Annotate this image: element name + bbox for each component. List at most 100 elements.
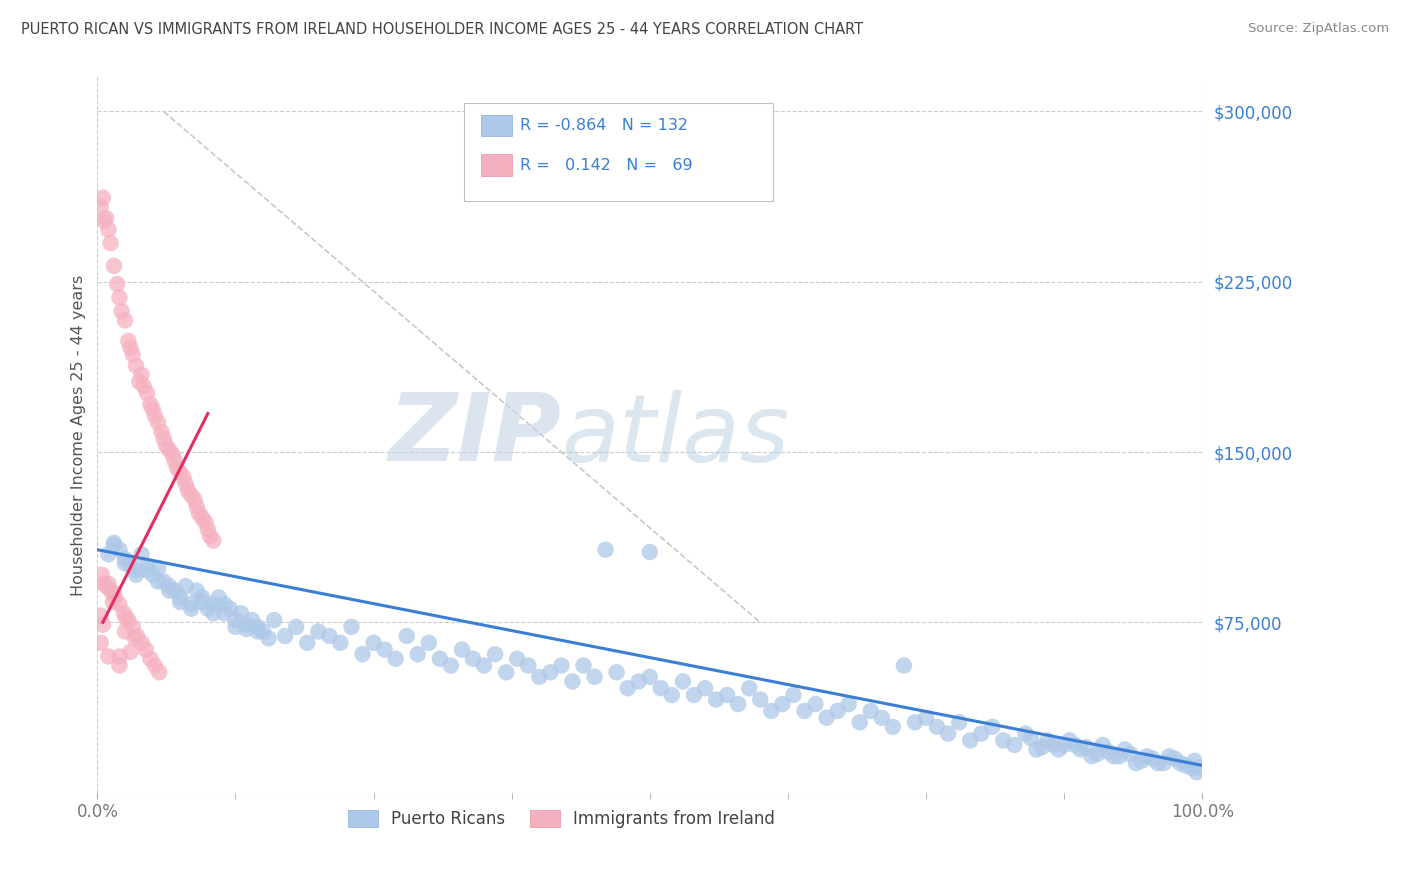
Point <box>572 658 595 673</box>
Point <box>143 409 166 423</box>
Point <box>194 516 217 530</box>
Point <box>135 642 157 657</box>
Point <box>517 658 540 673</box>
Point <box>148 665 170 680</box>
Point <box>120 341 142 355</box>
Point <box>827 704 849 718</box>
Point <box>297 636 319 650</box>
Point <box>285 620 308 634</box>
Point <box>683 688 706 702</box>
Point <box>451 642 474 657</box>
Point <box>142 567 165 582</box>
Point <box>1042 738 1064 752</box>
Point <box>104 591 127 605</box>
Point <box>131 368 153 382</box>
Point <box>1147 756 1170 771</box>
Point <box>121 347 143 361</box>
Point <box>91 191 114 205</box>
Point <box>127 629 149 643</box>
Point <box>1059 733 1081 747</box>
Point <box>188 507 211 521</box>
Point <box>163 583 186 598</box>
Point <box>108 649 131 664</box>
Point <box>139 397 162 411</box>
Point <box>125 567 148 582</box>
Point <box>340 620 363 634</box>
Point <box>870 711 893 725</box>
Point <box>180 597 202 611</box>
Point <box>105 277 128 291</box>
Point <box>136 563 159 577</box>
Text: ZIP: ZIP <box>388 389 561 481</box>
Point <box>97 547 120 561</box>
Point <box>970 726 993 740</box>
Point <box>183 492 205 507</box>
Point <box>108 542 131 557</box>
Point <box>595 542 617 557</box>
Point <box>117 613 139 627</box>
Point <box>1168 756 1191 771</box>
Point <box>793 704 815 718</box>
Point <box>627 674 650 689</box>
Point <box>749 692 772 706</box>
Point <box>1076 740 1098 755</box>
Point <box>1014 726 1036 740</box>
Point <box>693 681 716 696</box>
Point <box>1188 761 1211 775</box>
Point <box>177 483 200 498</box>
Point <box>418 636 440 650</box>
Point <box>136 558 159 573</box>
Point <box>162 447 184 461</box>
Point <box>235 622 257 636</box>
Point <box>318 629 340 643</box>
Point <box>108 291 131 305</box>
Point <box>103 536 125 550</box>
Point <box>406 647 429 661</box>
Point <box>197 601 219 615</box>
Point <box>859 704 882 718</box>
Point <box>125 563 148 577</box>
Point <box>925 720 948 734</box>
Point <box>1019 731 1042 746</box>
Point <box>198 529 221 543</box>
Point <box>561 674 583 689</box>
Point <box>108 597 131 611</box>
Point <box>112 607 135 621</box>
Point <box>1102 749 1125 764</box>
Point <box>235 617 257 632</box>
Point <box>1080 749 1102 764</box>
Point <box>90 608 112 623</box>
Point <box>352 647 374 661</box>
Point <box>959 733 981 747</box>
Point <box>146 574 169 589</box>
Point <box>157 583 180 598</box>
Point <box>152 574 174 589</box>
Point <box>484 647 506 661</box>
Point <box>1108 749 1130 764</box>
Point <box>132 379 155 393</box>
Point <box>440 658 463 673</box>
Point <box>246 624 269 639</box>
Point <box>1163 751 1185 765</box>
Point <box>108 658 131 673</box>
Point <box>120 558 142 573</box>
Point <box>114 557 136 571</box>
Point <box>142 401 165 416</box>
Point <box>606 665 628 680</box>
Point <box>1157 749 1180 764</box>
Point <box>1180 761 1202 775</box>
Point <box>155 438 177 452</box>
Point <box>174 579 197 593</box>
Point <box>90 567 112 582</box>
Point <box>616 681 638 696</box>
Point <box>169 595 191 609</box>
Point <box>174 476 197 491</box>
Point <box>96 211 118 226</box>
Point <box>550 658 572 673</box>
Point <box>93 576 115 591</box>
Point <box>329 636 352 650</box>
Point <box>815 711 838 725</box>
Point <box>1125 756 1147 771</box>
Point <box>214 607 236 621</box>
Point <box>143 658 166 673</box>
